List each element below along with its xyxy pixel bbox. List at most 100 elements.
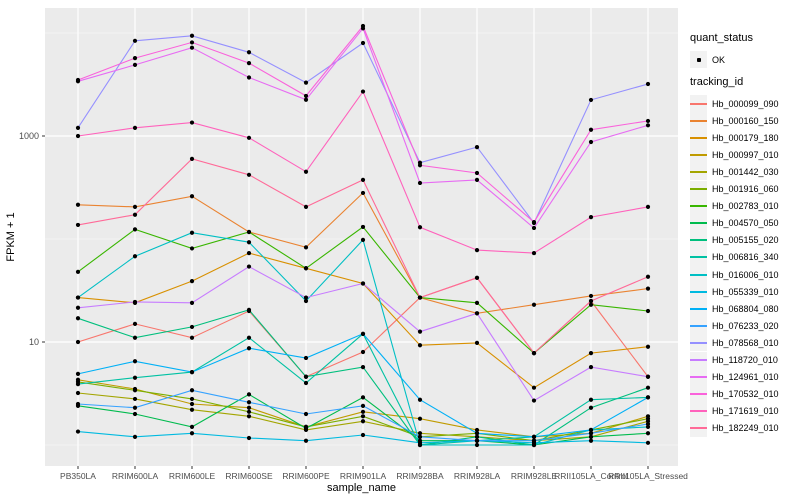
data-point[interactable] (417, 225, 423, 230)
data-point[interactable] (531, 302, 537, 307)
data-point[interactable] (75, 202, 81, 207)
data-point[interactable] (360, 395, 366, 400)
data-point[interactable] (132, 227, 138, 232)
data-point[interactable] (189, 120, 195, 125)
data-point[interactable] (189, 388, 195, 393)
data-point[interactable] (531, 351, 537, 356)
data-point[interactable] (246, 75, 252, 80)
data-point[interactable] (417, 180, 423, 186)
data-point[interactable] (645, 374, 651, 379)
data-point[interactable] (132, 359, 138, 364)
data-point[interactable] (246, 229, 252, 235)
legend-item-Hb_001442_030[interactable]: Hb_001442_030 (690, 163, 779, 181)
data-point[interactable] (75, 371, 81, 377)
data-point[interactable] (360, 409, 366, 414)
data-point[interactable] (75, 305, 81, 310)
legend-item-Hb_124961_010[interactable]: Hb_124961_010 (690, 368, 779, 386)
data-point[interactable] (360, 349, 366, 355)
data-point[interactable] (417, 440, 423, 445)
data-point[interactable] (246, 307, 252, 312)
data-point[interactable] (189, 40, 195, 45)
data-point[interactable] (417, 163, 423, 168)
data-point[interactable] (531, 398, 537, 403)
data-point[interactable] (132, 396, 138, 402)
data-point[interactable] (132, 62, 138, 68)
data-point[interactable] (645, 424, 651, 429)
data-point[interactable] (303, 298, 309, 304)
data-point[interactable] (588, 431, 594, 436)
data-point[interactable] (360, 414, 366, 419)
data-point[interactable] (132, 434, 138, 439)
data-point[interactable] (189, 194, 195, 199)
data-point[interactable] (303, 266, 309, 271)
data-point[interactable] (303, 80, 309, 85)
data-point[interactable] (189, 370, 195, 375)
data-point[interactable] (132, 335, 138, 340)
data-point[interactable] (474, 438, 480, 443)
data-point[interactable] (645, 204, 651, 209)
data-point[interactable] (303, 355, 309, 361)
legend-item-Hb_055339_010[interactable]: Hb_055339_010 (690, 283, 779, 301)
data-point[interactable] (645, 421, 651, 427)
data-point[interactable] (531, 438, 537, 443)
data-point[interactable] (645, 274, 651, 279)
data-point[interactable] (645, 286, 651, 291)
data-point[interactable] (474, 145, 480, 150)
data-point[interactable] (474, 427, 480, 433)
data-point[interactable] (303, 426, 309, 431)
data-point[interactable] (246, 414, 252, 419)
data-point[interactable] (417, 343, 423, 348)
data-point[interactable] (645, 416, 651, 421)
data-point[interactable] (474, 434, 480, 439)
data-point[interactable] (246, 400, 252, 405)
data-point[interactable] (75, 133, 81, 139)
data-point[interactable] (474, 340, 480, 346)
data-point[interactable] (189, 324, 195, 330)
legend-item-Hb_004570_050[interactable]: Hb_004570_050 (690, 214, 779, 232)
data-point[interactable] (132, 411, 138, 417)
legend-item-Hb_000160_150[interactable]: Hb_000160_150 (690, 112, 779, 130)
data-point[interactable] (75, 316, 81, 321)
data-point[interactable] (303, 204, 309, 209)
data-point[interactable] (360, 365, 366, 370)
data-point[interactable] (531, 225, 537, 231)
legend-item-Hb_000179_180[interactable]: Hb_000179_180 (690, 129, 779, 147)
data-point[interactable] (588, 215, 594, 220)
data-point[interactable] (132, 321, 138, 326)
data-point[interactable] (360, 40, 366, 46)
data-point[interactable] (75, 222, 81, 228)
data-point[interactable] (474, 442, 480, 448)
data-point[interactable] (360, 177, 366, 182)
data-point[interactable] (588, 405, 594, 410)
data-point[interactable] (246, 61, 252, 66)
data-point[interactable] (303, 411, 309, 417)
legend-item-Hb_002783_010[interactable]: Hb_002783_010 (690, 197, 779, 215)
data-point[interactable] (474, 311, 480, 316)
data-point[interactable] (132, 212, 138, 217)
data-point[interactable] (588, 302, 594, 307)
data-point[interactable] (132, 299, 138, 305)
legend-item-Hb_000099_090[interactable]: Hb_000099_090 (690, 95, 779, 112)
legend-item-Hb_006816_340[interactable]: Hb_006816_340 (690, 248, 779, 266)
data-point[interactable] (531, 385, 537, 390)
data-point[interactable] (246, 240, 252, 245)
data-point[interactable] (189, 45, 195, 50)
data-point[interactable] (360, 331, 366, 336)
data-point[interactable] (189, 335, 195, 340)
data-point[interactable] (360, 190, 366, 196)
data-point[interactable] (246, 250, 252, 256)
data-point[interactable] (246, 135, 252, 140)
data-point[interactable] (417, 397, 423, 402)
data-point[interactable] (360, 432, 366, 438)
data-point[interactable] (303, 438, 309, 443)
data-point[interactable] (588, 397, 594, 402)
data-point[interactable] (303, 169, 309, 174)
data-point[interactable] (588, 365, 594, 370)
data-point[interactable] (645, 123, 651, 128)
data-point[interactable] (303, 295, 309, 300)
legend-item-Hb_118720_010[interactable]: Hb_118720_010 (690, 351, 778, 369)
data-point[interactable] (189, 156, 195, 161)
data-point[interactable] (645, 431, 651, 436)
legend-item-Hb_170532_010[interactable]: Hb_170532_010 (690, 385, 779, 403)
data-point[interactable] (417, 416, 423, 421)
